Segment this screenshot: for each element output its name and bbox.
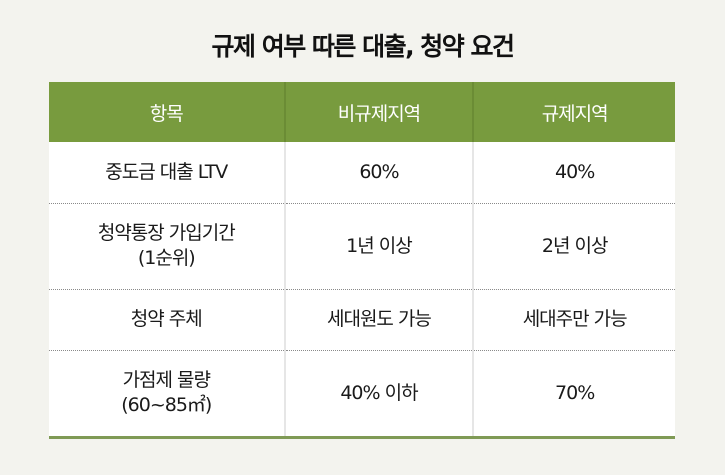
table-row: 청약통장 가입기간 (1순위) 1년 이상 2년 이상 <box>49 203 675 290</box>
row-non-regulated: 세대원도 가능 <box>284 289 475 351</box>
header-non-regulated: 비규제지역 <box>284 82 475 142</box>
row-non-regulated: 40% 이하 <box>284 350 475 439</box>
table-header-row: 항목 비규제지역 규제지역 <box>49 82 675 142</box>
item-label: 청약 주체 <box>130 308 203 330</box>
header-regulated: 규제지역 <box>473 82 675 142</box>
row-non-regulated: 60% <box>284 142 475 204</box>
row-regulated: 세대주만 가능 <box>473 289 675 351</box>
item-label: 중도금 대출 LTV <box>105 160 228 183</box>
row-item: 청약통장 가입기간 (1순위) <box>49 203 286 290</box>
row-regulated: 70% <box>473 350 675 439</box>
item-sublabel: (1순위) <box>137 247 196 269</box>
row-regulated: 40% <box>473 142 675 204</box>
header-item: 항목 <box>49 82 286 142</box>
requirements-table: 항목 비규제지역 규제지역 중도금 대출 LTV 60% 40% 청약통장 가입… <box>49 82 675 439</box>
row-item: 중도금 대출 LTV <box>49 142 286 204</box>
item-label: 청약통장 가입기간 <box>97 222 236 244</box>
table-row: 중도금 대출 LTV 60% 40% <box>49 142 675 204</box>
row-regulated: 2년 이상 <box>473 203 675 290</box>
row-item: 가점제 물량 (60~85㎡) <box>49 350 286 439</box>
row-item: 청약 주체 <box>49 289 286 351</box>
table-row: 가점제 물량 (60~85㎡) 40% 이하 70% <box>49 350 675 439</box>
table-row: 청약 주체 세대원도 가능 세대주만 가능 <box>49 289 675 351</box>
item-label: 가점제 물량 <box>122 369 211 391</box>
item-sublabel: (60~85㎡) <box>121 394 212 416</box>
page-title: 규제 여부 따른 대출, 청약 요건 <box>211 32 515 61</box>
row-non-regulated: 1년 이상 <box>284 203 475 290</box>
